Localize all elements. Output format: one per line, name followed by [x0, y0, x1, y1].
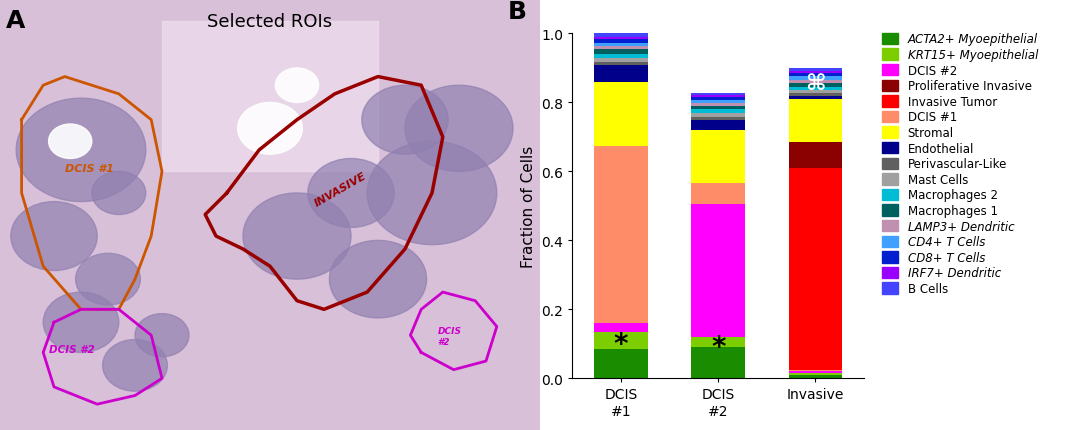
Text: ⌘: ⌘ [805, 74, 826, 94]
Bar [788, 69, 842, 72]
Bar [594, 47, 648, 50]
Bar [691, 131, 745, 184]
Bar [788, 77, 842, 81]
Bar [594, 34, 648, 38]
Circle shape [308, 159, 394, 228]
Bar [594, 59, 648, 63]
Bar [788, 72, 842, 74]
Circle shape [92, 172, 146, 215]
Bar [594, 38, 648, 40]
Bar [788, 375, 842, 378]
Bar [691, 107, 745, 110]
Bar [788, 372, 842, 373]
Text: Selected ROIs: Selected ROIs [207, 13, 333, 31]
Bar [788, 169, 842, 370]
Circle shape [49, 125, 92, 159]
Bar [594, 332, 648, 349]
Bar [691, 104, 745, 107]
Bar [788, 370, 842, 372]
Circle shape [238, 103, 302, 155]
Bar [788, 94, 842, 96]
Bar [691, 110, 745, 114]
Bar [594, 50, 648, 55]
Circle shape [243, 194, 351, 280]
Circle shape [362, 86, 448, 155]
Circle shape [11, 202, 97, 271]
Bar [594, 40, 648, 44]
Bar [788, 84, 842, 87]
Bar [691, 98, 745, 101]
Text: DCIS #1: DCIS #1 [65, 164, 113, 174]
Bar [594, 146, 648, 323]
Bar [691, 337, 745, 347]
Circle shape [135, 314, 189, 357]
Text: DCIS #2: DCIS #2 [49, 344, 94, 355]
Circle shape [367, 142, 497, 245]
Bar [788, 96, 842, 100]
Text: *: * [613, 330, 629, 358]
Circle shape [275, 69, 319, 103]
Text: A: A [5, 9, 25, 33]
Bar [594, 323, 648, 332]
Bar [691, 205, 745, 337]
Circle shape [405, 86, 513, 172]
Bar [788, 87, 842, 91]
Circle shape [76, 254, 140, 305]
Bar [691, 347, 745, 378]
Bar [691, 96, 745, 98]
Bar [594, 83, 648, 146]
Legend: ACTA2+ Myoepithelial, KRT15+ Myoepithelial, DCIS #2, Proliferative Invasive, Inv: ACTA2+ Myoepithelial, KRT15+ Myoepitheli… [881, 34, 1038, 295]
Bar [788, 81, 842, 84]
Circle shape [103, 340, 167, 391]
Bar [691, 120, 745, 131]
Bar [594, 63, 648, 66]
Bar [594, 55, 648, 59]
Circle shape [43, 292, 119, 353]
Bar [691, 184, 745, 205]
Text: INVASIVE: INVASIVE [313, 171, 368, 209]
Bar [788, 143, 842, 169]
Bar [594, 349, 648, 378]
Bar [788, 100, 842, 143]
Bar [788, 74, 842, 77]
Text: B: B [509, 0, 527, 24]
Circle shape [329, 241, 427, 318]
Bar [788, 373, 842, 375]
Bar [691, 118, 745, 120]
Bar [691, 101, 745, 104]
Text: *: * [711, 334, 726, 361]
Bar [594, 44, 648, 47]
Bar [691, 114, 745, 118]
Bar [691, 94, 745, 96]
Y-axis label: Fraction of Cells: Fraction of Cells [521, 145, 536, 267]
Bar [788, 91, 842, 94]
Text: DCIS
#2: DCIS #2 [437, 327, 461, 346]
Bar [594, 66, 648, 83]
Circle shape [16, 99, 146, 202]
